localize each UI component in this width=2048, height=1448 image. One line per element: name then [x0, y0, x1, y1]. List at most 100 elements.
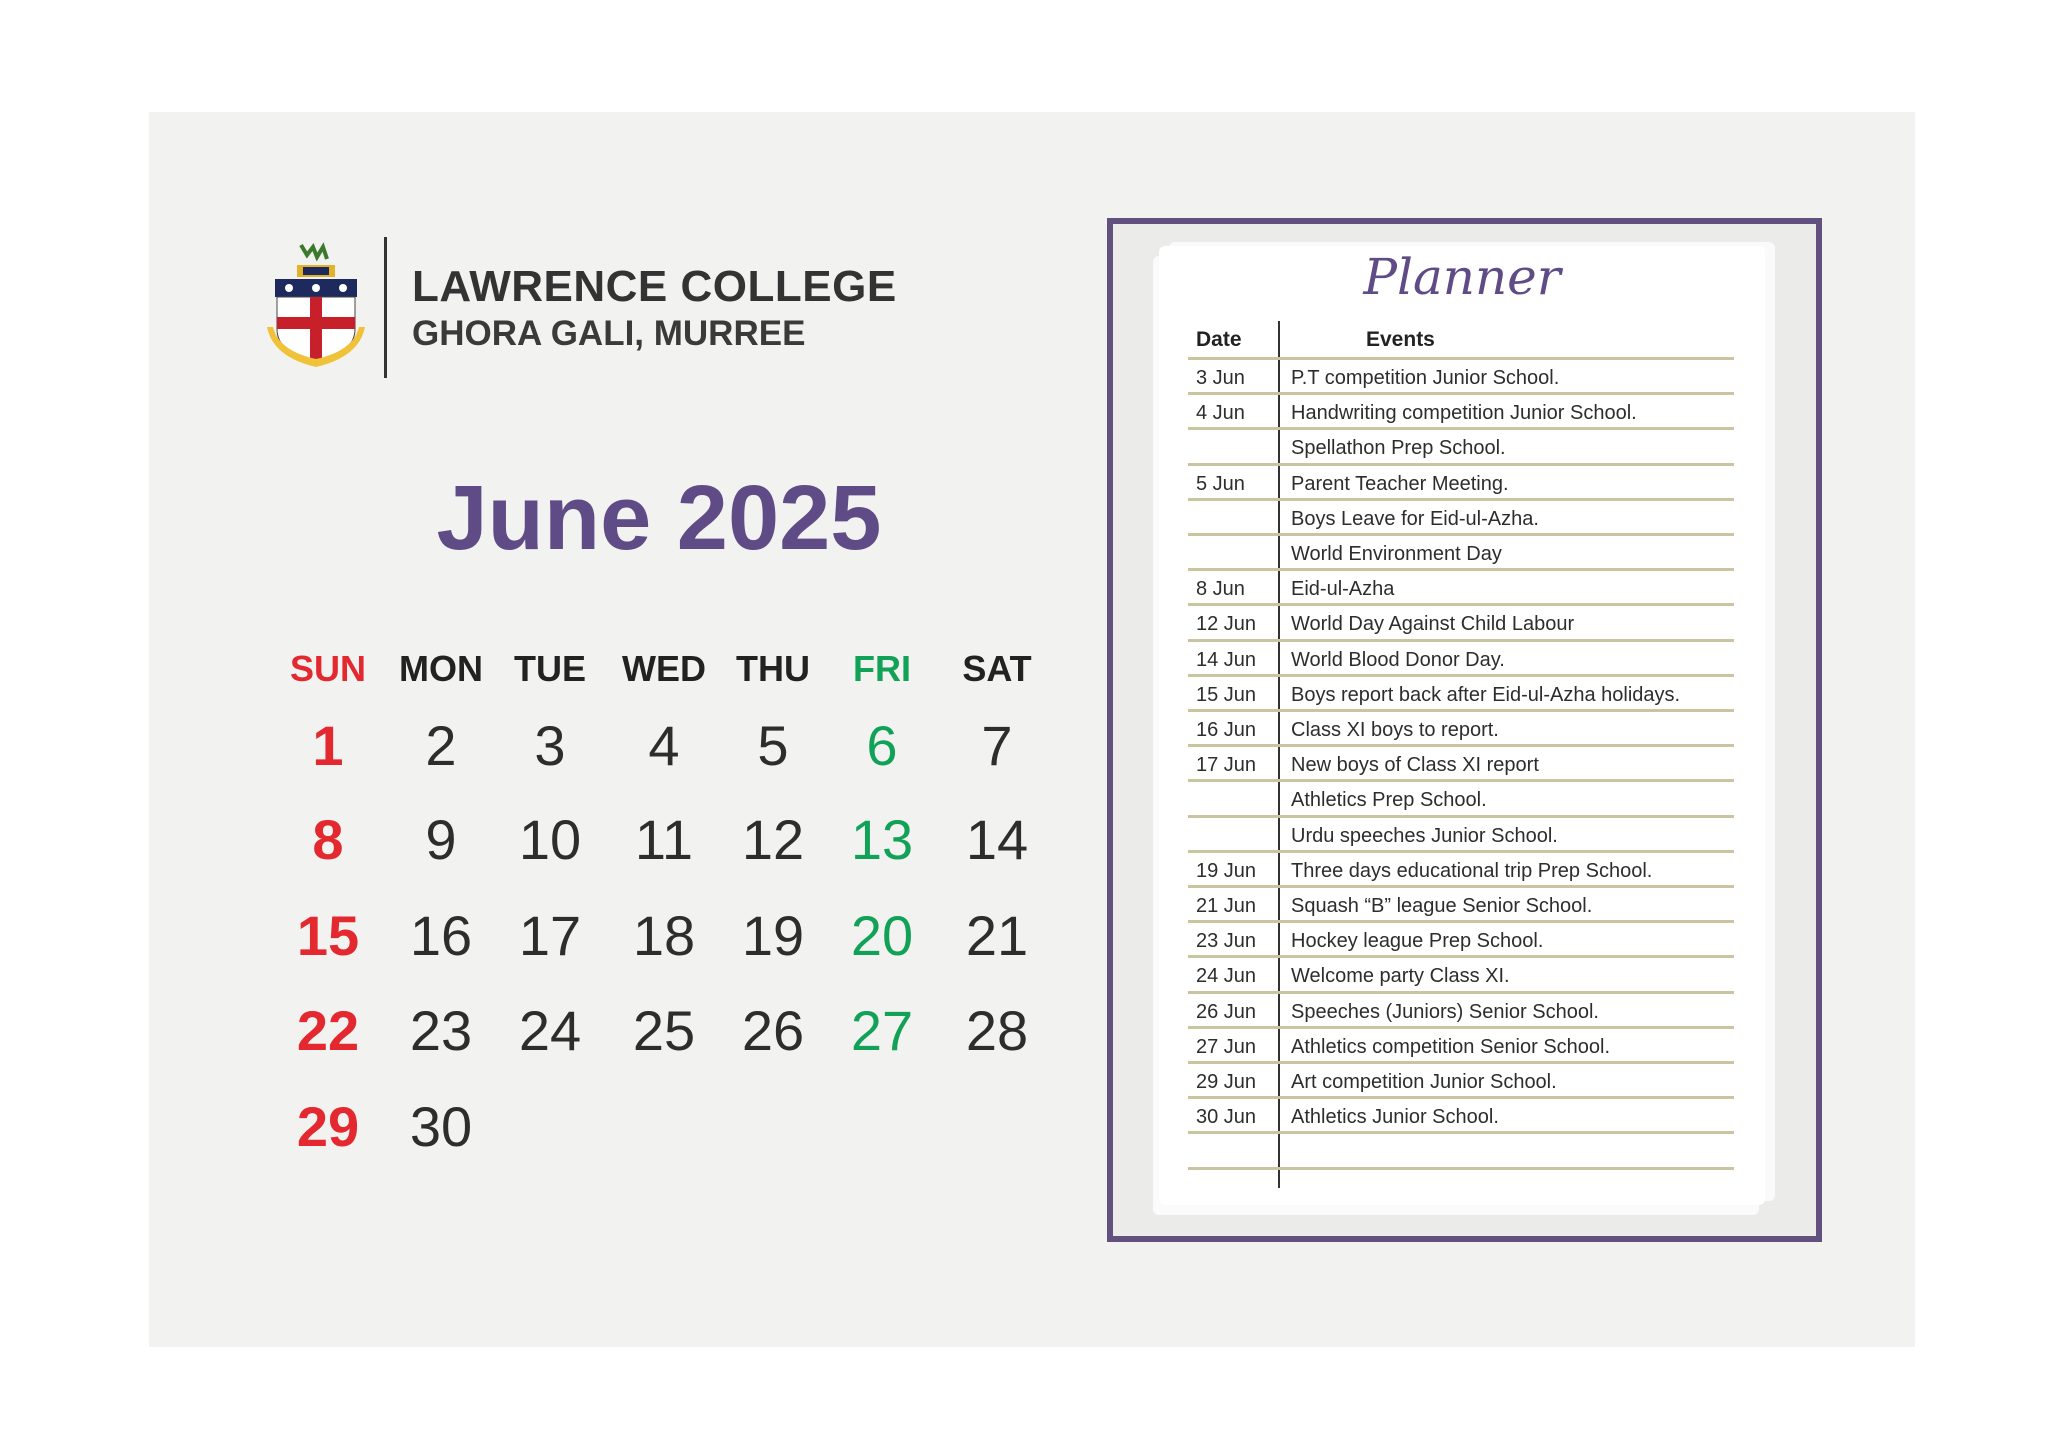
- planner-row-date: 24 Jun: [1196, 965, 1257, 988]
- planner-row-event: World Day Against Child Labour: [1291, 613, 1575, 636]
- planner-row-event: Urdu speeches Junior School.: [1291, 824, 1558, 847]
- planner-row-event: World Environment Day: [1291, 543, 1502, 565]
- calendar-day: 25: [632, 999, 696, 1062]
- planner-paper: [1159, 246, 1765, 1205]
- month-title: June 2025: [436, 467, 882, 569]
- planner-rule: [1188, 814, 1734, 818]
- calendar-day: 18: [632, 904, 696, 967]
- planner-row-event: Spellathon Prep School.: [1291, 437, 1506, 460]
- planner-row-date: 4 Jun: [1196, 402, 1245, 425]
- planner-rule: [1188, 955, 1734, 959]
- planner-rule: [1188, 462, 1734, 466]
- planner-rule: [1188, 920, 1734, 924]
- planner-rule: [1188, 533, 1734, 536]
- planner-rule: [1188, 849, 1734, 853]
- planner-row-date: 5 Jun: [1196, 472, 1245, 495]
- calendar-day: 29: [296, 1095, 360, 1158]
- calendar-day: 10: [518, 808, 582, 871]
- planner-row-date: 29 Jun: [1196, 1071, 1257, 1093]
- weekday-tue: TUE: [514, 648, 586, 689]
- planner-rule: [1188, 744, 1734, 748]
- planner-row-event: New boys of Class XI report: [1291, 754, 1539, 777]
- planner-row-event: Athletics competition Senior School.: [1291, 1035, 1611, 1058]
- planner-row-date: 23 Jun: [1196, 930, 1257, 953]
- calendar-day: 2: [425, 714, 457, 777]
- planner-row-date: 19 Jun: [1196, 859, 1257, 882]
- planner-rule: [1188, 603, 1734, 607]
- planner-row-date: 8 Jun: [1196, 578, 1245, 601]
- calendar-day: 26: [741, 999, 805, 1062]
- planner-rule: [1188, 885, 1734, 888]
- planner-column-divider: [1278, 321, 1280, 1188]
- college-crest-logo: [267, 242, 365, 367]
- planner-row-event: Parent Teacher Meeting.: [1291, 472, 1509, 495]
- planner-row-event: Squash “B” league Senior School.: [1291, 895, 1593, 917]
- planner-row-event: Handwriting competition Junior School.: [1291, 402, 1637, 425]
- planner-row-date: 17 Jun: [1196, 754, 1257, 777]
- planner-rule: [1188, 1061, 1734, 1064]
- calendar-day: 19: [741, 904, 805, 967]
- calendar-day: 15: [296, 904, 360, 967]
- planner-row-event: Three days educational trip Prep School.: [1291, 859, 1653, 882]
- calendar-day: 4: [648, 714, 680, 777]
- calendar-day: 24: [518, 999, 582, 1062]
- calendar-day: 9: [425, 808, 457, 871]
- planner-rule: [1188, 1166, 1734, 1170]
- planner-row-event: P.T competition Junior School.: [1291, 367, 1560, 389]
- planner-rule: [1188, 709, 1734, 712]
- planner-rule: [1188, 638, 1734, 642]
- calendar-day: 8: [312, 808, 344, 871]
- planner-row-date: 16 Jun: [1196, 719, 1257, 741]
- planner-rule: [1188, 392, 1734, 396]
- weekday-fri: FRI: [853, 648, 911, 689]
- calendar-day: 28: [965, 999, 1029, 1062]
- header-divider: [384, 237, 387, 378]
- planner-rule: [1188, 568, 1734, 572]
- planner-row-date: 30 Jun: [1196, 1106, 1257, 1129]
- planner-rule: [1188, 357, 1734, 360]
- planner-row-event: Boys Leave for Eid-ul-Azha.: [1291, 507, 1539, 530]
- weekday-thu: THU: [736, 648, 810, 689]
- calendar-day: 6: [866, 714, 898, 777]
- planner-rule: [1188, 1096, 1734, 1100]
- planner-title: Planner: [1363, 248, 1561, 306]
- planner-rule: [1188, 497, 1734, 501]
- planner-row-event: Athletics Prep School.: [1291, 789, 1487, 812]
- weekday-mon: MON: [399, 648, 483, 689]
- planner-events-header: Events: [1366, 328, 1435, 351]
- planner-rule: [1188, 1025, 1734, 1029]
- planner-row-event: Speeches (Juniors) Senior School.: [1291, 1000, 1599, 1023]
- planner-row-event: Welcome party Class XI.: [1291, 965, 1510, 988]
- weekday-sun: SUN: [289, 648, 366, 689]
- calendar-day: 11: [634, 808, 694, 871]
- college-name: LAWRENCE COLLEGE: [412, 262, 897, 311]
- planner-row-date: 27 Jun: [1196, 1035, 1257, 1058]
- calendar-day: 23: [409, 999, 473, 1062]
- planner-row-date: 14 Jun: [1196, 648, 1257, 671]
- planner-row-event: World Blood Donor Day.: [1291, 648, 1505, 671]
- planner-rule: [1188, 427, 1734, 431]
- calendar-day: 14: [965, 808, 1029, 871]
- planner-row-event: Art competition Junior School.: [1291, 1071, 1557, 1093]
- planner-row-date: 3 Jun: [1196, 367, 1245, 389]
- college-location: GHORA GALI, MURREE: [412, 314, 806, 353]
- planner-rule: [1188, 779, 1734, 783]
- planner-rule: [1188, 673, 1734, 677]
- planner-row-date: 21 Jun: [1196, 895, 1257, 917]
- calendar-day: 12: [741, 808, 805, 871]
- calendar-day: 21: [965, 904, 1029, 967]
- calendar-day: 3: [534, 714, 566, 777]
- calendar-day: 7: [981, 714, 1013, 777]
- planner-rule: [1188, 990, 1734, 994]
- calendar-day: 22: [296, 999, 360, 1062]
- calendar-day: 1: [312, 714, 344, 777]
- planner-row-date: 12 Jun: [1196, 613, 1257, 636]
- calendar-day: 27: [850, 999, 914, 1062]
- planner-row-event: Athletics Junior School.: [1291, 1106, 1499, 1129]
- planner-row-date: 26 Jun: [1196, 1000, 1257, 1023]
- calendar-day: 30: [409, 1095, 473, 1158]
- planner-row-event: Hockey league Prep School.: [1291, 930, 1544, 953]
- planner-row-event: Class XI boys to report.: [1291, 719, 1499, 741]
- planner-row-event: Eid-ul-Azha: [1291, 578, 1395, 601]
- calendar-day: 16: [409, 904, 473, 967]
